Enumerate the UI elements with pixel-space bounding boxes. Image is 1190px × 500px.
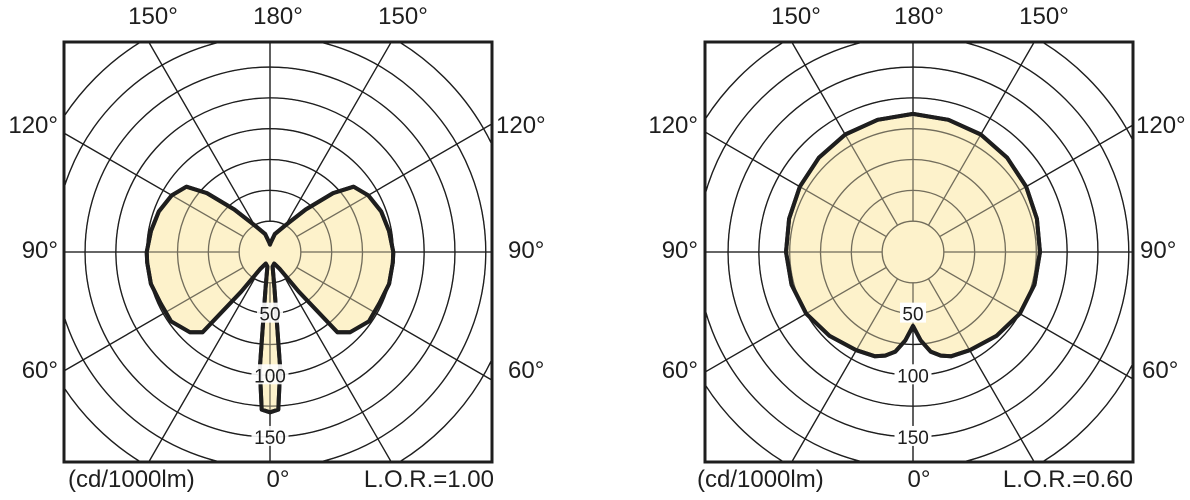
angle-label-upper-left: 120° xyxy=(648,112,698,139)
angle-label-top-left: 150° xyxy=(771,3,821,30)
radial-tick-bg-100 xyxy=(894,364,932,385)
grid-spoke-120 xyxy=(296,123,492,238)
angle-label-upper-right: 120° xyxy=(1136,112,1186,139)
grid-spoke-30 xyxy=(284,278,392,462)
radial-tick-labels: 50 100 150 xyxy=(251,302,289,449)
angle-labels: 150° 180° 150° 120° 120° 90° 90° 60° 60°… xyxy=(8,3,545,493)
angle-label-bottom-center: 0° xyxy=(267,466,290,493)
angle-label-lower-left: 60° xyxy=(662,357,698,384)
angle-label-lower-right: 60° xyxy=(1142,357,1178,384)
radial-tick-bg-100 xyxy=(251,364,289,385)
angle-label-upper-right: 120° xyxy=(496,112,546,139)
angle-label-top-left: 150° xyxy=(128,3,178,30)
radial-tick-bg-150 xyxy=(894,425,932,446)
angle-label-upper-left: 120° xyxy=(8,112,58,139)
grid-spoke-30 xyxy=(927,278,1035,462)
unit-label: (cd/1000lm) xyxy=(697,466,824,493)
radial-tick-label-150: 150 xyxy=(254,428,286,449)
angle-label-mid-right: 90° xyxy=(508,237,544,264)
grid-spoke-300 xyxy=(64,266,244,372)
angle-label-lower-right: 60° xyxy=(508,357,544,384)
lor-label: L.O.R.=0.60 xyxy=(1003,466,1133,493)
radial-tick-label-100: 100 xyxy=(254,366,286,387)
polar-chart-right: 50 100 150 150° 180° 150° 120° 120° 90° 90… xyxy=(648,3,1185,493)
angle-label-mid-left: 90° xyxy=(662,237,698,264)
angle-label-mid-left: 90° xyxy=(22,237,58,264)
grid-spoke-300 xyxy=(705,266,887,373)
intensity-curve-layer xyxy=(64,42,492,462)
grid-spoke-150 xyxy=(284,42,392,226)
grid-spoke-60 xyxy=(296,266,492,381)
angle-label-top-right: 150° xyxy=(378,3,428,30)
grid-spoke-210 xyxy=(148,42,256,226)
radial-tick-bg-150 xyxy=(251,425,289,446)
angle-label-mid-right: 90° xyxy=(1140,237,1176,264)
radial-tick-label-150: 150 xyxy=(897,428,929,449)
unit-label: (cd/1000lm) xyxy=(68,466,195,493)
angle-label-bottom-center: 0° xyxy=(908,466,931,493)
grid-spoke-120 xyxy=(939,124,1133,238)
grid-spoke-330 xyxy=(791,278,899,462)
radial-tick-label-50: 50 xyxy=(259,305,280,326)
angle-labels: 150° 180° 150° 120° 120° 90° 90° 60° 60°… xyxy=(648,3,1185,493)
radial-tick-label-100: 100 xyxy=(897,366,929,387)
grid-spoke-240 xyxy=(705,131,887,238)
intensity-curve-layer xyxy=(705,42,1133,462)
angle-label-top-center: 180° xyxy=(253,3,303,30)
polar-chart-left: 50 100 150 150° 180° 150° 120° 120° 90° 90… xyxy=(8,3,545,493)
intensity-curve-outline xyxy=(784,111,1042,359)
grid-spoke-330 xyxy=(148,278,256,462)
radial-tick-bg-50 xyxy=(257,302,283,323)
radial-tick-labels: 50 100 150 xyxy=(894,302,932,449)
grid-spoke-240 xyxy=(64,132,244,238)
intensity-curve-outline xyxy=(144,184,396,415)
polar-grid-overlay xyxy=(705,42,1133,462)
angle-label-top-center: 180° xyxy=(894,3,944,30)
grid-spoke-60 xyxy=(939,266,1133,380)
angle-label-top-right: 150° xyxy=(1019,3,1069,30)
lor-label: L.O.R.=1.00 xyxy=(364,466,494,493)
angle-label-lower-left: 60° xyxy=(22,357,58,384)
radial-tick-label-50: 50 xyxy=(902,305,923,326)
radial-tick-bg-50 xyxy=(900,302,926,323)
